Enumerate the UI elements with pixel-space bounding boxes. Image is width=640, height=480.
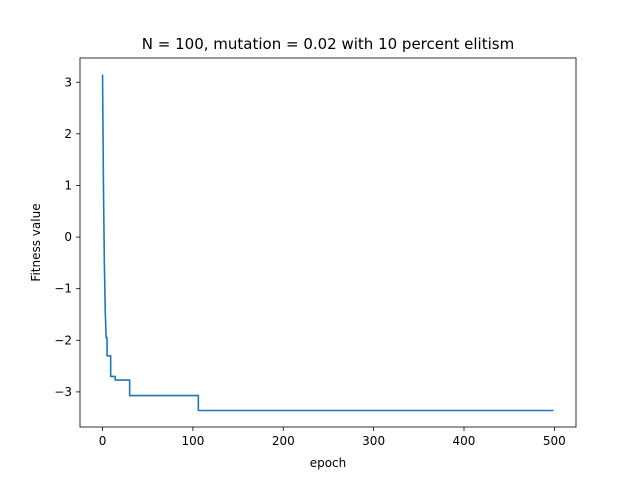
x-tick-label-5: 500 <box>543 434 566 448</box>
y-tick-label-5: −2 <box>54 333 72 347</box>
y-tick-label-0: 3 <box>64 75 72 89</box>
y-tick-label-1: 2 <box>64 127 72 141</box>
x-tick-label-3: 300 <box>362 434 385 448</box>
series-layer <box>101 74 554 412</box>
y-tick-label-6: −3 <box>54 385 72 399</box>
y-tick-label-2: 1 <box>64 178 72 192</box>
x-tick-label-1: 100 <box>181 434 204 448</box>
x-axis-label: epoch <box>310 456 347 470</box>
y-tick-label-4: −1 <box>54 282 72 296</box>
y-tick-label-3: 0 <box>64 230 72 244</box>
x-axis-ticks: 0 100 200 300 400 500 <box>99 427 566 448</box>
y-axis-ticks: 3 2 1 0 −1 −2 −3 <box>54 75 80 399</box>
chart-title: N = 100, mutation = 0.02 with 10 percent… <box>142 35 514 53</box>
y-axis-label: Fitness value <box>29 203 43 281</box>
series-line-0 <box>101 74 554 412</box>
x-tick-label-4: 400 <box>453 434 476 448</box>
x-tick-label-0: 0 <box>99 434 107 448</box>
x-tick-label-2: 200 <box>272 434 295 448</box>
axes-frame <box>79 57 577 428</box>
